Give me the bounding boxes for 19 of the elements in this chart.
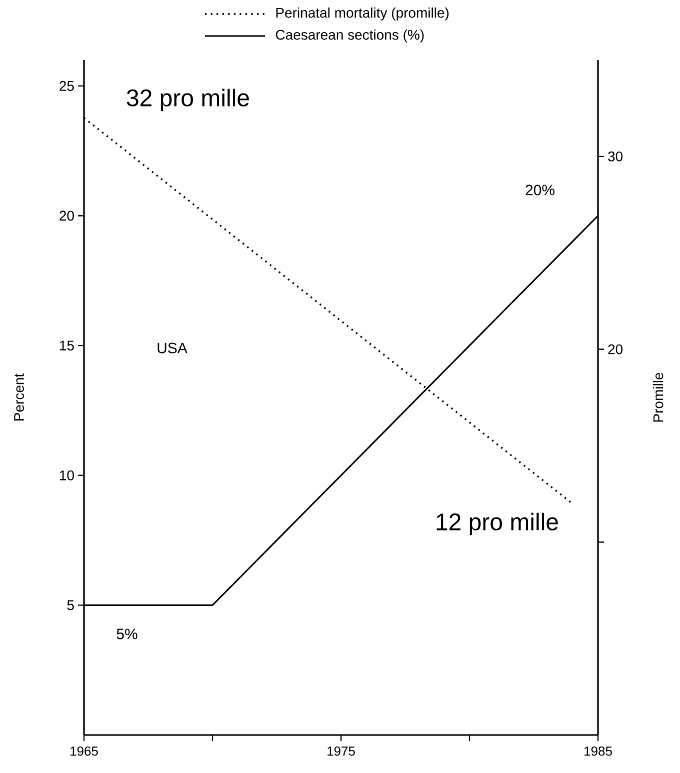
y-tick-label: 15 — [60, 340, 74, 350]
y-tick-label: 25 — [60, 80, 74, 91]
y-axis-title: Percent — [14, 373, 24, 420]
annotation: 32 pro mille — [126, 88, 249, 112]
y2-axis-title: Promille — [652, 372, 664, 422]
x-tick-label: 1985 — [584, 746, 612, 756]
y2-tick-label: 20 — [608, 344, 623, 354]
annotation: 20% — [526, 184, 554, 196]
legend-label: Perinatal mortality (promille) — [276, 7, 449, 21]
legend-label: Caesarean sections (%) — [276, 29, 424, 43]
annotation: 12 pro mille — [436, 512, 558, 536]
y-tick-label: 20 — [60, 210, 74, 221]
annotation: USA — [158, 342, 188, 354]
y-tick-label: 10 — [60, 470, 74, 480]
y-tick-label: 5 — [67, 600, 74, 610]
y2-tick-label: 30 — [608, 151, 623, 162]
x-tick-label: 1975 — [328, 746, 355, 756]
x-tick-label: 1965 — [70, 746, 98, 756]
annotation: 5% — [116, 628, 138, 640]
